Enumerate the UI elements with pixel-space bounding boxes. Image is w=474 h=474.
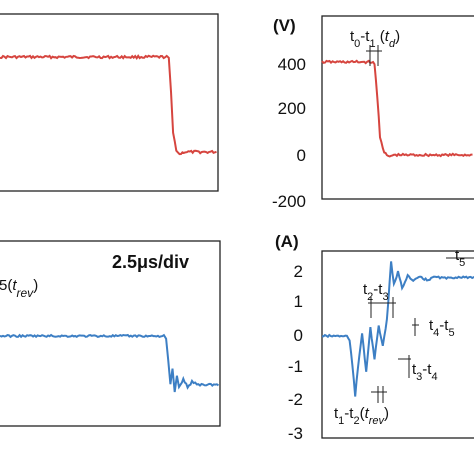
time-scale-label: 2.5μs/div <box>112 252 189 272</box>
panel-bottom-right-frame <box>321 250 474 439</box>
t4-t5-annotation: t4-t5 <box>429 317 455 339</box>
panel-top-right-frame <box>321 15 474 200</box>
series-line-top-right <box>321 59 473 158</box>
y-tick-label: -2 <box>288 390 303 409</box>
panel-top-left-frame <box>0 13 219 192</box>
y-tick-label: 0 <box>294 326 303 345</box>
y-tick-label: 0 <box>297 146 306 165</box>
panel-bottom-left-frame <box>0 240 221 427</box>
unit-label-volts: (V) <box>273 16 296 35</box>
series-line-bottom-left <box>0 333 220 393</box>
interval-markers <box>368 257 474 403</box>
y-tick-label: -3 <box>288 424 303 443</box>
t2-t3-annotation: t2-t3 <box>363 281 389 303</box>
trev-annotation-partial: 5(trev) <box>0 277 38 300</box>
series-line-bottom-right <box>321 261 474 397</box>
t3-t4-annotation: t3-t4 <box>412 361 438 383</box>
y-tick-label: 1 <box>294 292 303 311</box>
y-tick-label: 400 <box>278 55 306 74</box>
unit-label-amps: (A) <box>275 232 299 251</box>
t5-annotation-partial: t5 <box>455 247 465 269</box>
td-annotation: t0-t1 (td) <box>350 28 400 50</box>
y-tick-label: -200 <box>272 192 306 211</box>
y-tick-label: 2 <box>294 262 303 281</box>
t1-t2-trev-annotation: t1-t2(trev) <box>334 405 389 427</box>
y-tick-label: 200 <box>278 99 306 118</box>
series-line-top-left <box>0 54 217 156</box>
y-tick-label: -1 <box>288 357 303 376</box>
